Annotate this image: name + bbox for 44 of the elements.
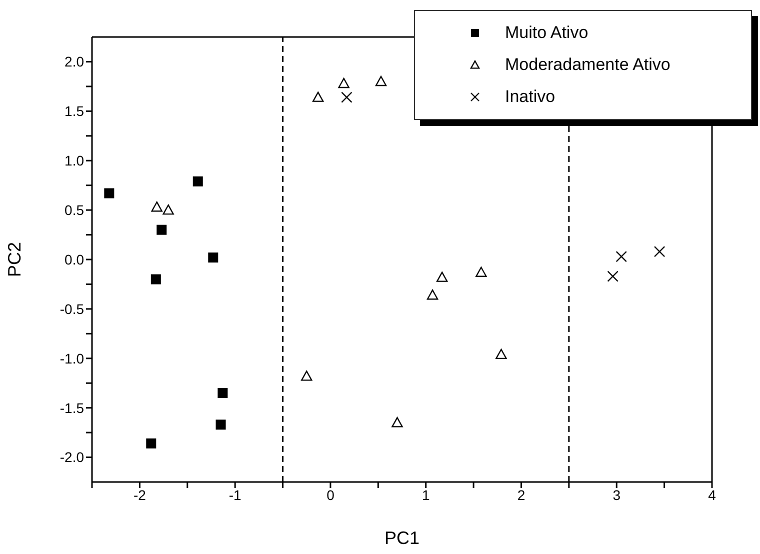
point bbox=[151, 201, 162, 212]
point bbox=[496, 348, 507, 360]
point bbox=[208, 252, 218, 263]
x-tick-label: 2 bbox=[517, 486, 526, 503]
y-tick-label: 1.5 bbox=[64, 103, 84, 120]
point bbox=[436, 272, 448, 282]
point bbox=[654, 246, 666, 258]
point bbox=[312, 92, 324, 102]
y-tick-label: 1.0 bbox=[64, 152, 84, 169]
point bbox=[150, 274, 161, 284]
point bbox=[338, 78, 350, 88]
legend-label: Muito Ativo bbox=[505, 23, 588, 43]
point bbox=[426, 290, 438, 300]
x-axis-title: PC1 bbox=[384, 528, 420, 548]
y-tick-label: 0.5 bbox=[64, 202, 84, 218]
y-tick-label: -1.5 bbox=[60, 400, 84, 416]
legend-label: Inativo bbox=[505, 87, 556, 107]
point bbox=[301, 370, 312, 381]
point bbox=[616, 250, 627, 262]
x-tick-label: 1 bbox=[422, 486, 430, 503]
point bbox=[216, 420, 226, 430]
x-tick-label: 4 bbox=[708, 486, 716, 503]
point bbox=[476, 266, 487, 277]
point bbox=[146, 438, 156, 448]
x-tick-label: -2 bbox=[133, 486, 146, 503]
x-tick-label: 3 bbox=[612, 486, 621, 503]
y-tick-label: -2.0 bbox=[60, 449, 84, 466]
point bbox=[192, 176, 203, 186]
y-tick-label: 0.0 bbox=[64, 251, 84, 268]
point bbox=[218, 388, 228, 398]
y-tick-label: 2.0 bbox=[64, 54, 84, 70]
point bbox=[156, 224, 167, 235]
y-tick-label: -0.5 bbox=[60, 300, 84, 317]
point bbox=[341, 92, 352, 103]
x-tick-label: -1 bbox=[228, 486, 242, 503]
x-tick-label: 0 bbox=[326, 486, 335, 503]
legend-label: Moderadamente Ativo bbox=[505, 55, 670, 75]
y-tick-label: -1.0 bbox=[60, 350, 84, 366]
point bbox=[162, 204, 174, 215]
point bbox=[392, 417, 403, 428]
point bbox=[375, 76, 387, 86]
y-axis-title: PC2 bbox=[4, 242, 24, 278]
point bbox=[104, 188, 114, 198]
point bbox=[607, 270, 618, 282]
